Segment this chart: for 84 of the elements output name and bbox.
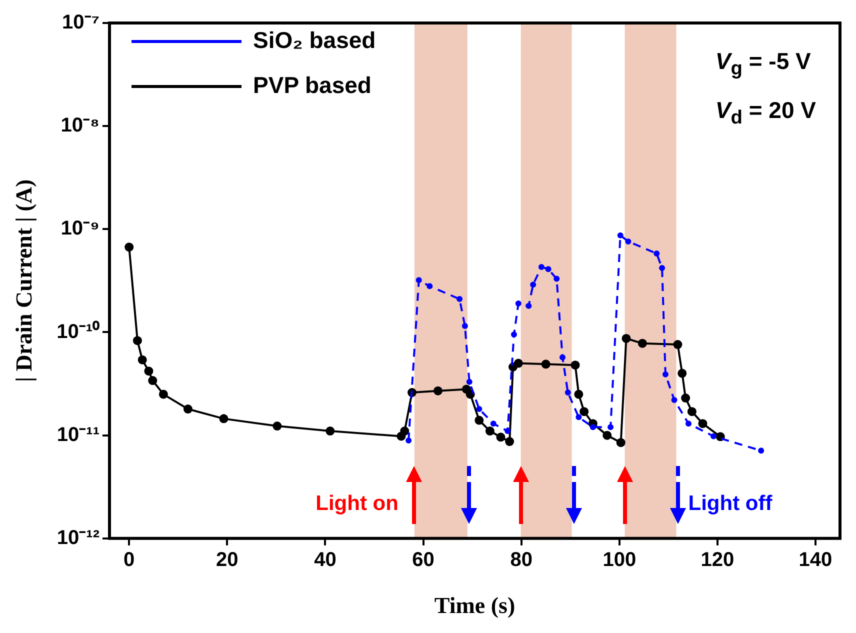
point — [183, 404, 192, 414]
point — [485, 426, 494, 436]
point — [602, 430, 612, 440]
point — [526, 302, 532, 309]
point — [490, 420, 496, 427]
point — [574, 390, 584, 399]
x-tick-label: 20 — [216, 548, 238, 571]
point — [406, 438, 412, 444]
point — [570, 360, 580, 370]
point — [576, 414, 582, 420]
point — [132, 336, 142, 346]
point — [541, 360, 550, 369]
point — [758, 448, 764, 454]
y-tick-label: 10⁻¹⁰ — [56, 320, 100, 343]
point — [456, 296, 463, 302]
point — [433, 386, 442, 396]
point — [514, 358, 523, 368]
point — [530, 282, 536, 288]
y-tick-label: 10⁻¹¹ — [56, 424, 100, 446]
point — [710, 433, 717, 440]
point — [622, 334, 631, 343]
point — [148, 376, 158, 386]
point — [625, 238, 632, 244]
point — [144, 366, 154, 376]
point — [617, 232, 624, 238]
x-tick-label: 80 — [510, 548, 532, 571]
point — [673, 340, 682, 350]
point — [560, 354, 566, 360]
point — [138, 355, 147, 364]
x-tick-label: 0 — [124, 548, 135, 571]
point — [554, 276, 560, 282]
point — [400, 426, 410, 436]
y-axis-title: | Drain Current | (A) — [12, 179, 37, 382]
point — [416, 277, 422, 284]
point — [462, 322, 468, 329]
legend-label: PVP based — [253, 72, 372, 98]
point — [698, 419, 708, 428]
legend-label: SiO₂ based — [253, 26, 376, 53]
point — [326, 426, 335, 436]
point — [505, 437, 514, 446]
y-tick-label: 10⁻⁸ — [60, 114, 100, 137]
point — [686, 420, 692, 427]
point — [510, 332, 517, 338]
point — [654, 250, 660, 257]
point — [564, 390, 571, 396]
point — [590, 424, 596, 430]
point — [716, 432, 725, 442]
point — [515, 300, 522, 307]
point — [124, 242, 134, 252]
point — [659, 264, 666, 271]
y-tick-label: 10⁻⁹ — [60, 218, 100, 240]
y-tick-label: 10⁻¹² — [56, 526, 100, 549]
point — [678, 368, 687, 378]
point — [580, 407, 589, 416]
point — [466, 390, 475, 399]
point — [545, 266, 552, 272]
point — [426, 283, 433, 290]
annotation: V$_{g}$ = -5 V — [715, 47, 812, 82]
point — [496, 432, 506, 442]
point — [616, 438, 626, 448]
point — [687, 407, 696, 416]
point — [219, 414, 228, 424]
x-tick-label: 140 — [798, 548, 832, 571]
annotation: Light off — [688, 492, 772, 516]
annotation: Light on — [316, 492, 398, 516]
point — [272, 422, 282, 431]
point — [538, 264, 544, 270]
point — [671, 397, 678, 404]
point — [638, 338, 647, 348]
point — [608, 424, 614, 430]
annotation: V$_{d}$ = 20 V — [715, 96, 816, 130]
x-tick-label: 120 — [700, 548, 734, 571]
point — [474, 416, 484, 425]
x-tick-label: 40 — [314, 548, 336, 571]
point — [662, 371, 668, 378]
point — [681, 394, 690, 403]
point — [158, 390, 168, 399]
x-axis-title: Time (s) — [434, 593, 516, 618]
point — [504, 428, 511, 434]
point — [466, 378, 472, 385]
x-tick-label: 60 — [412, 548, 434, 571]
point — [476, 406, 482, 412]
y-tick-label: 10⁻⁷ — [62, 12, 100, 34]
x-tick-label: 100 — [602, 548, 636, 571]
